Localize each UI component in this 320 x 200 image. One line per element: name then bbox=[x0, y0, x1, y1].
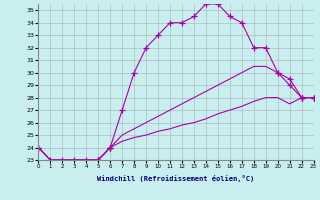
X-axis label: Windchill (Refroidissement éolien,°C): Windchill (Refroidissement éolien,°C) bbox=[97, 175, 255, 182]
